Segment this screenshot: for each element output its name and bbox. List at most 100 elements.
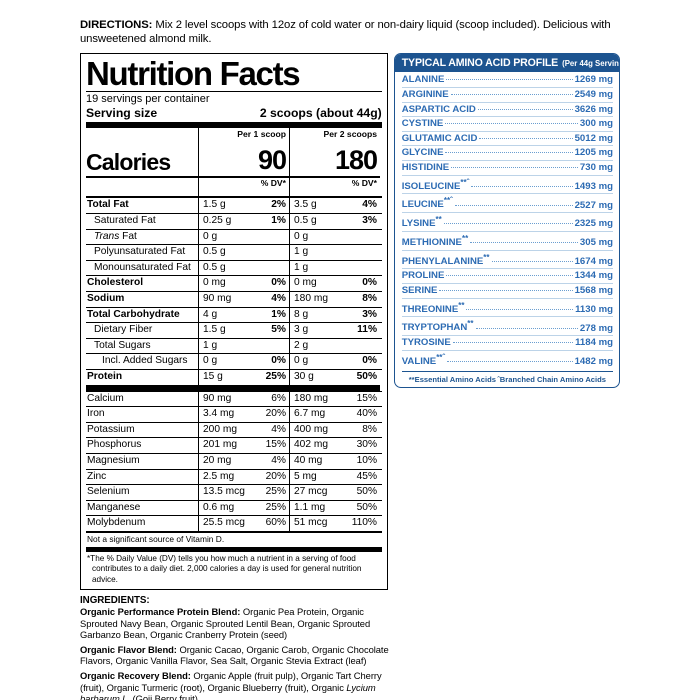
- ingredients-blocks: Organic Performance Protein Blend: Organ…: [80, 606, 392, 700]
- title-divider: [86, 91, 382, 93]
- amino-acid-row: HISTIDINE 730 mg: [401, 161, 613, 176]
- amino-acid-name: METHIONINE**: [401, 233, 469, 249]
- amino-acid-value: 1130 mg: [575, 303, 613, 315]
- nutrient-row: Total Fat 1.5 g 2% 3.5 g 4%: [86, 196, 382, 213]
- ingredient-text: Organic Pea Protein, Organic Sprouted Na…: [80, 606, 371, 640]
- amino-acid-rows: ALANINE 1269 mg ARGININE 2549 mg ASPARTIC AC…: [395, 72, 619, 368]
- calories-per-2-scoops: 180: [289, 146, 380, 177]
- dot-leader: [466, 308, 574, 310]
- amino-acid-name: ASPARTIC ACID: [401, 103, 476, 115]
- micronutrient-value-cell: 201 mg 15%: [198, 438, 289, 453]
- amino-panel-subtitle: (Per 44g Serving): [562, 59, 620, 69]
- dot-leader: [470, 242, 578, 244]
- dot-leader: [439, 290, 573, 292]
- nutrient-amount-per-2-scoops: 0.5 g: [294, 215, 317, 226]
- amino-acid-value: 2325 mg: [574, 218, 613, 230]
- nutrient-name: Dietary Fiber: [94, 324, 153, 336]
- nutrient-row: Total Sugars 1 g 2 g: [86, 337, 382, 354]
- nutrient-dv-per-2-scoops: 0%: [362, 277, 377, 289]
- nutrient-value-cell: 180 mg 8%: [289, 291, 380, 307]
- dot-leader: [451, 166, 578, 168]
- nutrient-name: Polyunsaturated Fat: [94, 246, 186, 258]
- micro-amount-per-1-scoop: 201 mg: [203, 439, 237, 451]
- amino-acid-value: 1674 mg: [574, 255, 613, 267]
- amino-footnotes: **Essential Amino Acids ˆBranched Chain …: [401, 370, 613, 384]
- micronutrient-value-cell: 3.4 mg 20%: [198, 407, 289, 422]
- dot-leader: [477, 108, 573, 110]
- micro-amount-per-2-scoops: 400 mg: [294, 423, 328, 435]
- nutrient-value-cell: 0 g 0%: [198, 354, 289, 369]
- dot-leader: [447, 361, 573, 362]
- nutrient-value-cell: 3 g 11%: [289, 323, 380, 338]
- micro-dv-per-2-scoops: 50%: [356, 486, 377, 498]
- nutrient-value-cell: 0.25 g 1%: [198, 214, 289, 229]
- amino-acid-superscript: **ˆ: [436, 352, 446, 362]
- nutrient-amount-per-1-scoop: 0.5 g: [203, 246, 226, 258]
- nutrient-value-cell: 8 g 3%: [289, 307, 380, 323]
- nutrient-dv-per-2-scoops: 4%: [362, 199, 377, 211]
- dv-header-b: % DV*: [289, 178, 380, 197]
- micro-amount-per-1-scoop: 13.5 mcg: [203, 486, 245, 498]
- nutrition-facts-title: Nutrition Facts: [86, 55, 301, 93]
- micronutrient-value-cell: 402 mg 30%: [289, 438, 380, 453]
- nutrient-amount-per-2-scoops: 180 mg: [294, 292, 328, 304]
- calories-divider: [86, 176, 382, 179]
- micro-dv-per-2-scoops: 30%: [356, 439, 377, 451]
- micronutrient-value-cell: 6.7 mg 40%: [289, 407, 380, 422]
- dot-leader: [471, 185, 573, 187]
- nutrient-amount-per-1-scoop: 90 mg: [203, 292, 232, 304]
- nutrient-amount-per-1-scoop: 1.5 g: [203, 324, 226, 336]
- amino-acid-value: 730 mg: [579, 161, 613, 173]
- nutrient-row: Total Carbohydrate 4 g 1% 8 g 3%: [86, 306, 382, 323]
- micro-amount-per-1-scoop: 25.5 mcg: [203, 517, 245, 529]
- nutrient-amount-per-1-scoop: 0.25 g: [203, 215, 232, 226]
- micronutrient-name: Calcium: [87, 392, 124, 404]
- nutrient-amount-per-2-scoops: 1 g: [294, 246, 309, 258]
- directions-paragraph: DIRECTIONS: Mix 2 level scoops with 12oz…: [80, 18, 620, 46]
- ingredient-text-continued: (Goji Berry fruit): [130, 692, 198, 700]
- amino-acid-name: CYSTINE: [401, 118, 444, 130]
- nutrient-dv-per-1-scoop: 0%: [271, 355, 286, 367]
- nutrient-name: Saturated Fat: [94, 215, 156, 226]
- amino-acid-value: 5012 mg: [574, 132, 613, 144]
- nutrient-amount-per-1-scoop: 0 g: [203, 355, 218, 367]
- nutrient-amount-per-2-scoops: 1 g: [294, 261, 309, 273]
- dot-leader: [445, 152, 573, 154]
- amino-acid-row: LEUCINE**ˆ 2527 mg: [401, 194, 613, 214]
- micronutrient-value-cell: 27 mcg 50%: [289, 485, 380, 500]
- dot-leader: [446, 79, 573, 81]
- nutrient-value-cell: 1 g: [198, 338, 289, 354]
- nutrient-name: Trans Fat: [94, 230, 137, 242]
- nutrient-amount-per-1-scoop: 1.5 g: [203, 199, 226, 211]
- micro-amount-per-2-scoops: 1.1 mg: [294, 501, 326, 513]
- dot-leader: [479, 137, 573, 139]
- amino-acid-value: 305 mg: [579, 237, 613, 249]
- nutrient-dv-per-1-scoop: 5%: [271, 324, 286, 336]
- amino-acid-row: THREONINE** 1130 mg: [401, 299, 613, 318]
- amino-acid-value: 2549 mg: [574, 89, 613, 100]
- micronutrient-value-cell: 25.5 mcg 60%: [198, 516, 289, 531]
- amino-acid-name: TYROSINE: [401, 337, 451, 349]
- nutrient-dv-per-1-scoop: 4%: [271, 292, 286, 304]
- amino-acid-value: 1568 mg: [574, 285, 613, 297]
- amino-acid-name: THREONINE**: [401, 300, 465, 315]
- micro-dv-per-1-scoop: 15%: [265, 439, 286, 451]
- amino-acid-row: VALINE**ˆ 1482 mg: [402, 351, 613, 369]
- amino-footnote-bcaa: ˆBranched Chain Amino Acids: [497, 374, 606, 384]
- nutrient-value-cell: 1.5 g 5%: [198, 323, 289, 338]
- amino-acid-superscript: **: [467, 319, 474, 329]
- amino-acid-row: ARGININE 2549 mg: [401, 88, 613, 103]
- amino-acid-value: 3626 mg: [574, 103, 613, 115]
- micro-amount-per-2-scoops: 40 mg: [294, 454, 323, 466]
- nutrient-amount-per-2-scoops: 2 g: [294, 339, 309, 351]
- nutrient-row: Saturated Fat 0.25 g 1% 0.5 g 3%: [86, 213, 382, 229]
- vitamin-d-note: Not a significant source of Vitamin D.: [86, 530, 382, 547]
- column-header-row: Per 1 scoop Per 2 scoops: [86, 128, 382, 147]
- ingredient-block: Organic Recovery Blend: Organic Apple (f…: [80, 670, 392, 700]
- micronutrient-row: Iron 3.4 mg 20% 6.7 mg 40%: [86, 406, 382, 422]
- nutrient-name: Total Fat: [87, 199, 129, 211]
- nutrient-value-cell: 30 g 50%: [289, 369, 380, 385]
- nutrient-dv-per-2-scoops: 0%: [362, 355, 377, 367]
- nutrient-rows: Total Fat 1.5 g 2% 3.5 g 4% Saturated Fat 0.25…: [86, 196, 382, 385]
- amino-acid-name: GLUTAMIC ACID: [401, 132, 478, 144]
